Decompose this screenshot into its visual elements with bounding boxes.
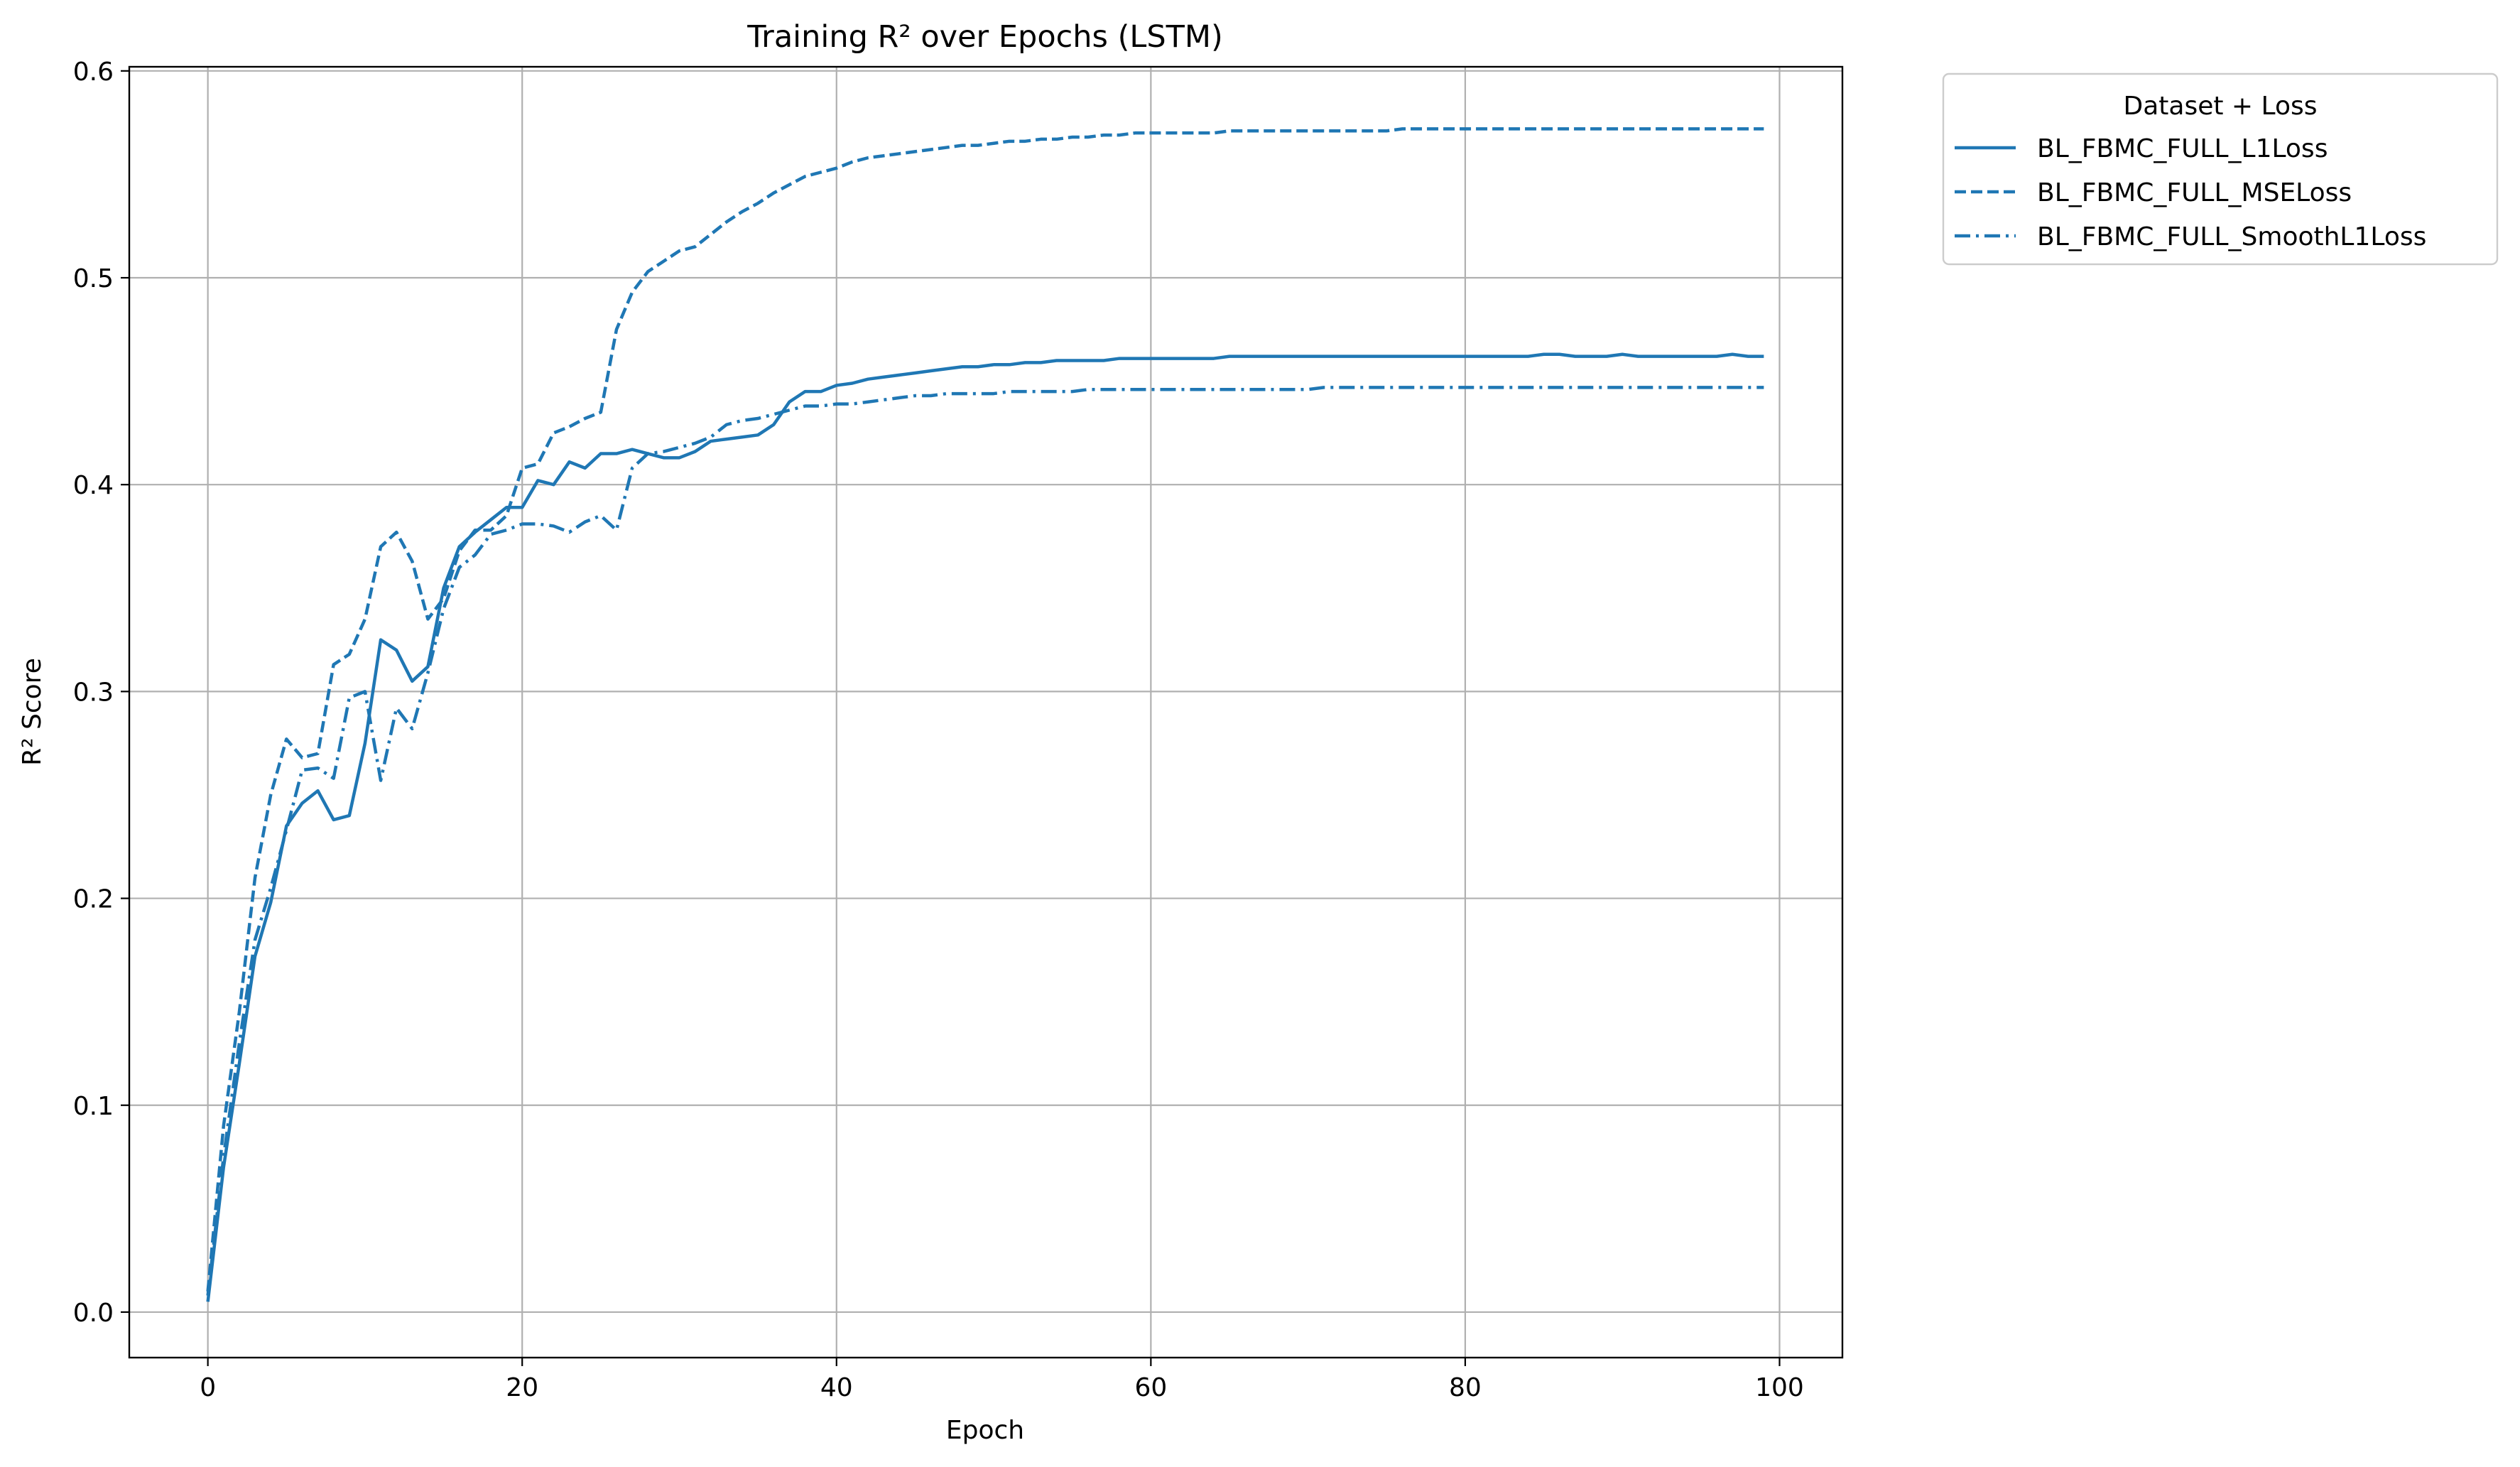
grid-lines — [129, 67, 1842, 1358]
series-group — [206, 127, 1764, 1302]
y-axis-title: R² Score — [18, 658, 47, 766]
plot-area: 0 20 40 60 80 100 0.0 0.1 0.2 0.3 0.4 0.5 0.6 — [73, 58, 1844, 1402]
x-axis-title: Epoch — [946, 1416, 1024, 1445]
legend-label: BL_FBMC_FULL_L1Loss — [2037, 134, 2328, 163]
series-line-BL_FBMC_FULL_L1Loss — [206, 352, 1764, 1302]
y-tick-label: 0.2 — [73, 885, 114, 914]
y-tick-label: 0.5 — [73, 264, 114, 293]
legend-label: BL_FBMC_FULL_MSELoss — [2037, 178, 2352, 207]
x-tick-label: 100 — [1755, 1373, 1804, 1402]
plot-frame — [128, 65, 1844, 1359]
chart-title: Training R² over Epochs (LSTM) — [746, 19, 1223, 55]
y-tick-label: 0.1 — [73, 1092, 114, 1121]
legend-title: Dataset + Loss — [2124, 92, 2318, 121]
y-tick-label: 0.3 — [73, 678, 114, 707]
x-tick-label: 60 — [1134, 1373, 1167, 1402]
y-axis-ticks: 0.0 0.1 0.2 0.3 0.4 0.5 0.6 — [73, 58, 129, 1328]
y-tick-label: 0.6 — [73, 58, 114, 87]
x-tick-label: 40 — [820, 1373, 853, 1402]
legend-entries: BL_FBMC_FULL_L1Loss BL_FBMC_FULL_MSELoss B… — [1955, 134, 2426, 251]
series-line-BL_FBMC_FULL_SmoothL1Loss — [206, 386, 1764, 1296]
x-tick-label: 20 — [506, 1373, 538, 1402]
x-tick-label: 0 — [200, 1373, 216, 1402]
y-tick-label: 0.0 — [73, 1299, 114, 1328]
legend-label: BL_FBMC_FULL_SmoothL1Loss — [2037, 222, 2426, 251]
x-axis-ticks: 0 20 40 60 80 100 — [200, 1358, 1804, 1402]
x-tick-label: 80 — [1449, 1373, 1482, 1402]
y-tick-label: 0.4 — [73, 471, 114, 500]
legend: Dataset + Loss BL_FBMC_FULL_L1LossBL_FBM… — [1942, 72, 2499, 266]
legend-frame — [1942, 72, 2499, 266]
